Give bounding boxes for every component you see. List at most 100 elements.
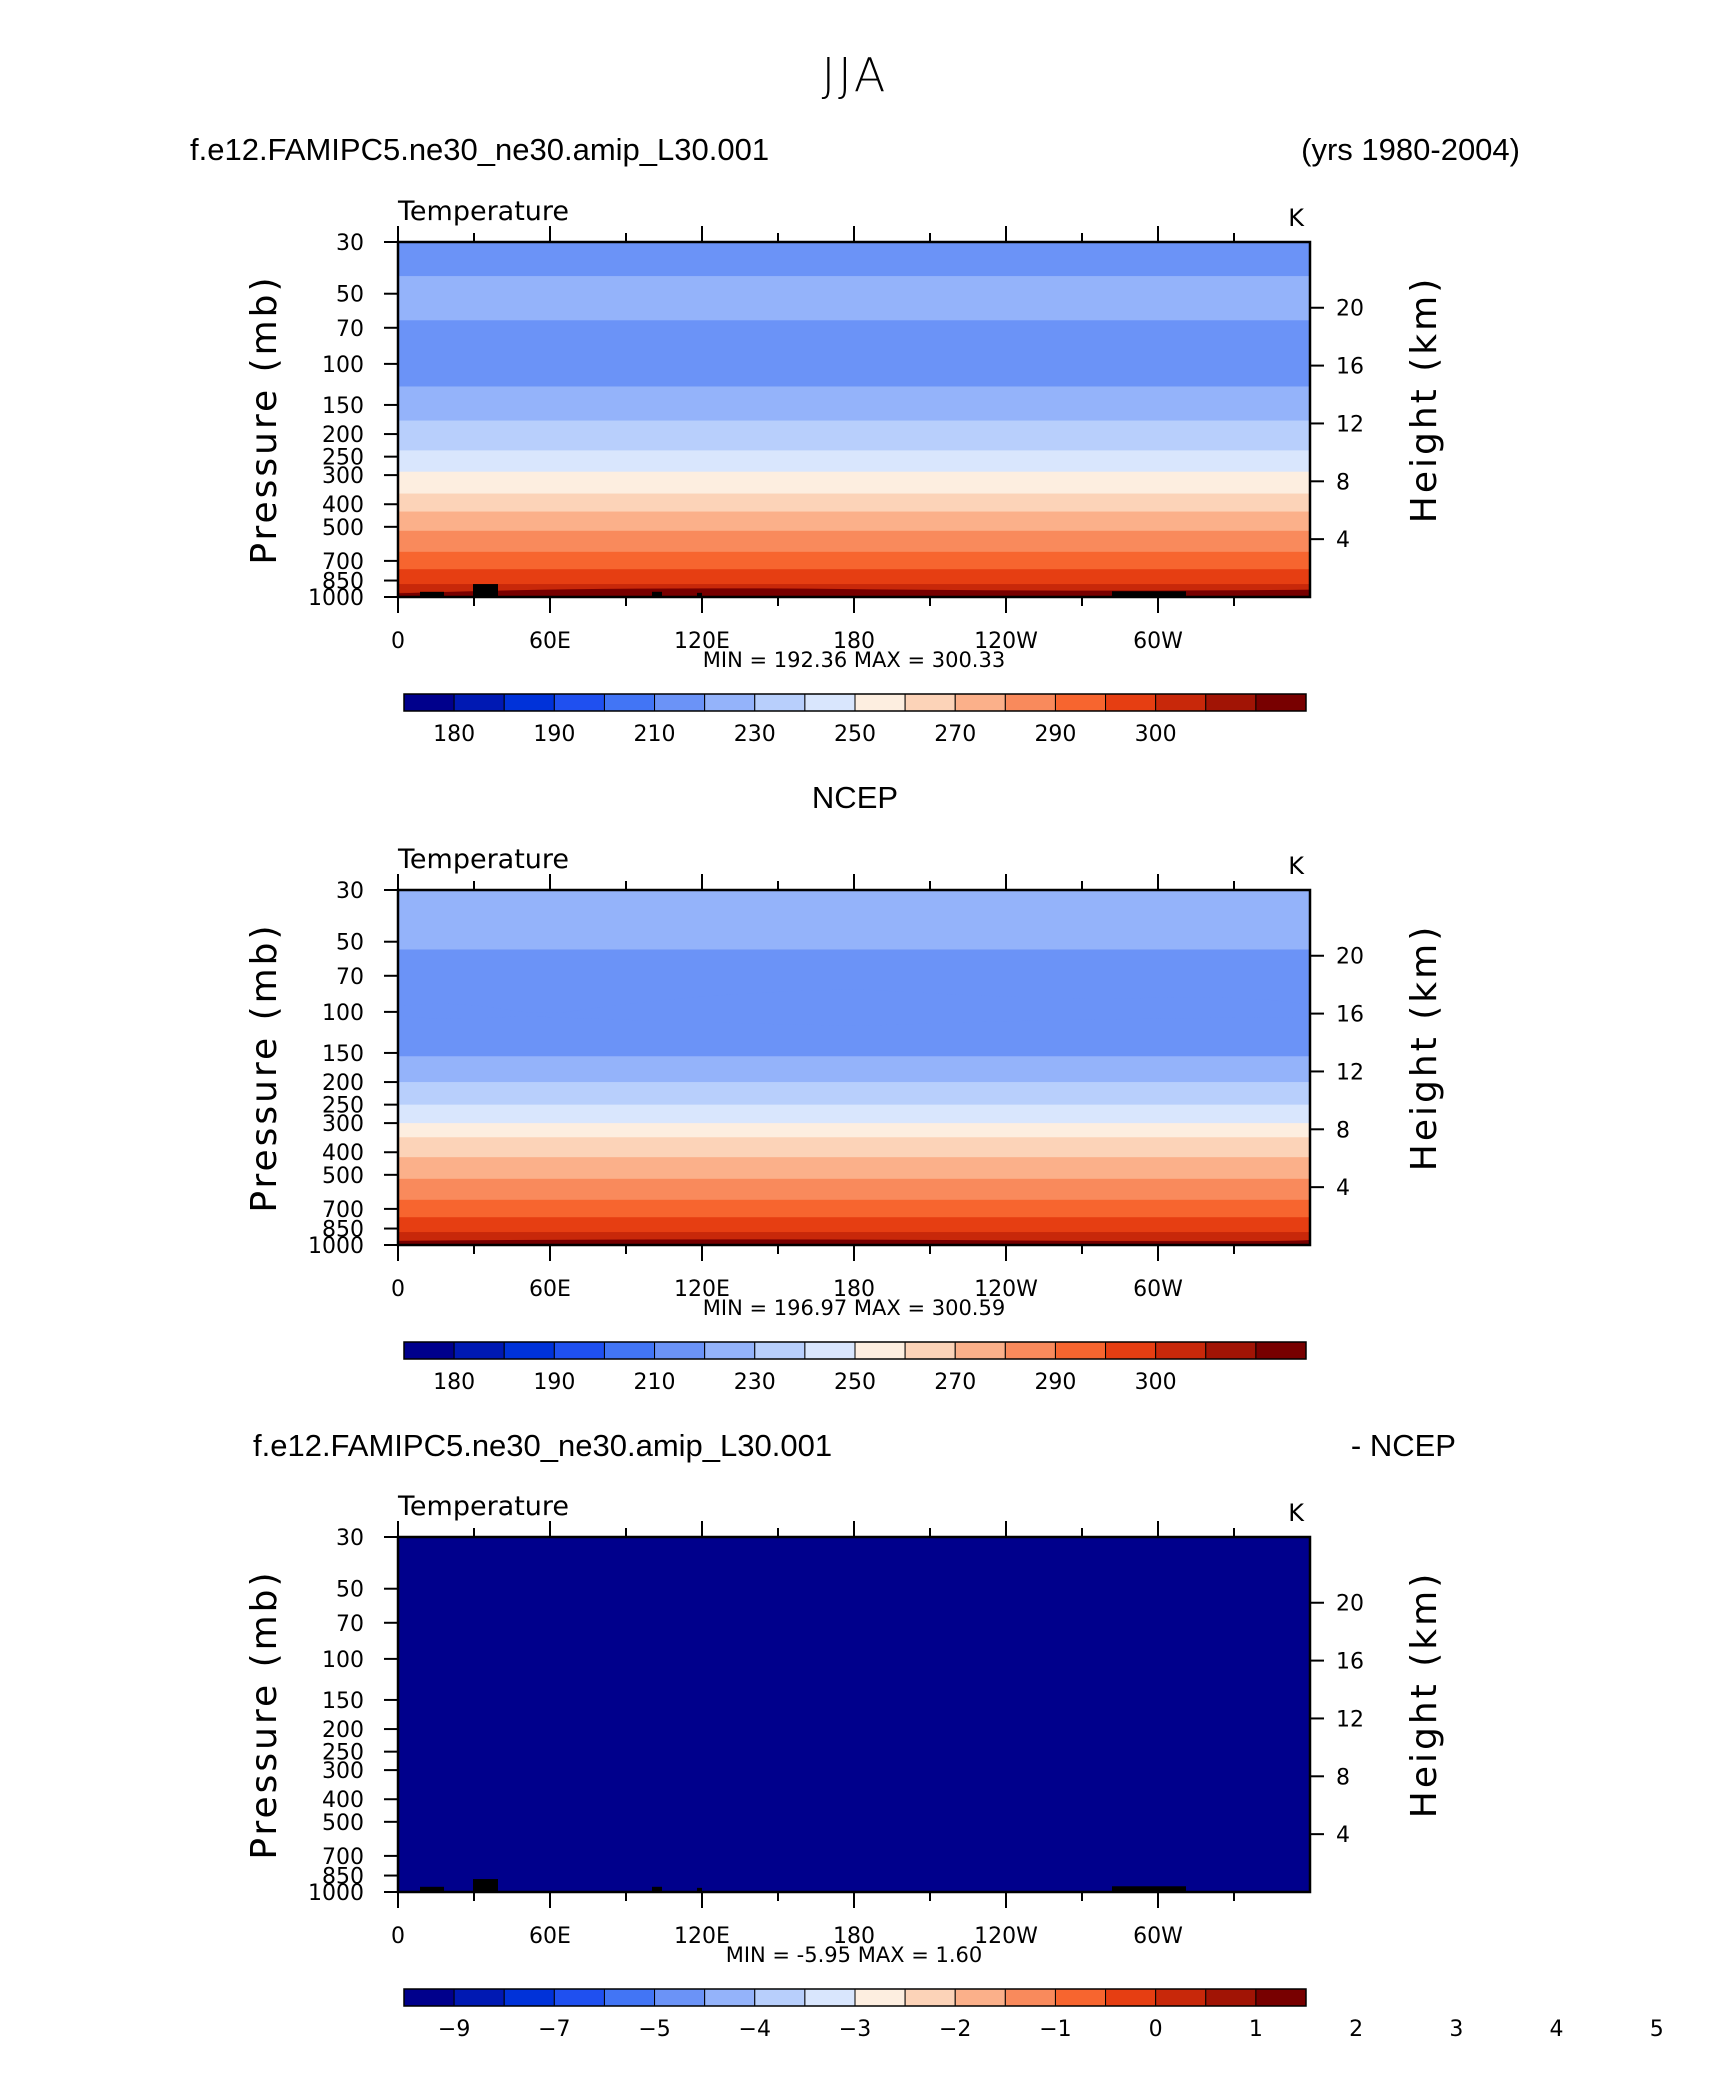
units-label: K (1288, 204, 1305, 232)
y-tick-label: 250 (322, 1094, 364, 1119)
y-tick-label: 400 (322, 493, 364, 518)
colorbar-swatch (654, 1988, 706, 2007)
contour-field (398, 1537, 1310, 1892)
panel-3: 0 60E 120E 180 120W 60W3050701001502002503004… (244, 1491, 1664, 2042)
units-label: K (1288, 1499, 1305, 1527)
y-tick-label: 150 (322, 1689, 364, 1714)
contour-band (398, 1537, 1310, 1605)
contour-band (398, 1157, 1310, 1180)
y-tick-label: 850 (322, 570, 364, 595)
colorbar-swatch (1105, 1988, 1157, 2007)
contour-band (398, 530, 1310, 553)
colorbar-frame (403, 693, 1307, 712)
contour-band (398, 1217, 1310, 1233)
colorbar-label: 190 (533, 722, 575, 747)
x-tick-label: 60W (1133, 629, 1183, 654)
colorbar-label: 270 (934, 1370, 976, 1395)
colorbar-swatch (603, 1341, 656, 1360)
x-tick-label: 120W (974, 629, 1038, 654)
y-tick-label: 150 (322, 1042, 364, 1067)
topography-mask (473, 584, 498, 597)
x-tick-label: 120E (674, 1924, 730, 1949)
x-tick-label: 120W (974, 1924, 1038, 1949)
colorbar-swatch (1004, 693, 1056, 712)
colorbar-swatch (603, 1988, 656, 2007)
y-tick-label: 150 (322, 394, 364, 419)
y-tick-label-right: 16 (1336, 355, 1364, 380)
colorbar-label: 1 (1249, 2017, 1263, 2042)
colorbar-swatch (1004, 1341, 1056, 1360)
contour-region (575, 1650, 630, 1667)
y-tick-label: 1000 (308, 1234, 364, 1259)
x-tick-label: 0 (391, 1924, 405, 1949)
contour-band (398, 1178, 1310, 1201)
colorbar-swatch (403, 693, 455, 712)
panel-title: Temperature (397, 844, 569, 875)
y-tick-label: 30 (336, 879, 364, 904)
topography-mask (1112, 591, 1186, 597)
y-tick-label: 400 (322, 1788, 364, 1813)
y-tick-label: 500 (322, 1811, 364, 1836)
colorbar-swatch (954, 1988, 1006, 2007)
colorbar-swatch (754, 693, 806, 712)
contour-region (398, 1615, 1310, 1710)
y-tick-label: 250 (322, 1741, 364, 1766)
contour-band (398, 1137, 1310, 1158)
contour-band (398, 1104, 1310, 1124)
topography-mask (697, 1887, 702, 1892)
contour-band (398, 386, 1310, 422)
y-tick-label-right: 4 (1336, 1176, 1350, 1201)
colorbar-swatch (503, 693, 555, 712)
units-label: K (1288, 852, 1305, 880)
topography-mask (473, 1879, 498, 1892)
colorbar-swatch (754, 1341, 806, 1360)
contour-field (398, 890, 1310, 1245)
y-tick-label-right: 20 (1336, 1592, 1364, 1617)
colorbar-swatch (804, 1341, 856, 1360)
colorbar-label: 3 (1449, 2017, 1463, 2042)
contour-region (890, 1873, 1200, 1882)
colorbar-swatch (954, 693, 1006, 712)
y-tick-label: 300 (322, 1112, 364, 1137)
contour-region (398, 1758, 1310, 1892)
colorbar-swatch (503, 1988, 555, 2007)
colorbar-label: 210 (634, 722, 676, 747)
contour-band (398, 493, 1310, 513)
colorbar-swatch (1255, 1341, 1307, 1360)
y-axis-title: Pressure (mb) (244, 922, 285, 1212)
colorbar-swatch (704, 1988, 756, 2007)
colorbar-swatch (654, 1341, 706, 1360)
colorbar-swatch (1255, 1988, 1307, 2007)
colorbar-frame (403, 1988, 1307, 2007)
colorbar-label: 230 (734, 1370, 776, 1395)
colorbar-swatch (904, 1341, 956, 1360)
panel3-header-left: f.e12.FAMIPC5.ne30_ne30.amip_L30.001 (253, 1428, 833, 1463)
colorbar-swatch (453, 1341, 505, 1360)
y-tick-label: 250 (322, 446, 364, 471)
panel-title: Temperature (397, 196, 569, 227)
y-tick-label: 30 (336, 231, 364, 256)
topography-mask (420, 1886, 444, 1892)
topography-mask (420, 591, 444, 597)
y-tick-label: 100 (322, 1648, 364, 1673)
colorbar-label: 250 (834, 1370, 876, 1395)
y-tick-label: 700 (322, 550, 364, 575)
topography-mask (697, 592, 702, 597)
y-tick-label: 70 (336, 1612, 364, 1637)
contour-band (398, 450, 1310, 473)
y-tick-label: 400 (322, 1141, 364, 1166)
y-tick-label-right: 16 (1336, 1650, 1364, 1675)
contour-region (398, 588, 1310, 597)
x-tick-label: 60W (1133, 1924, 1183, 1949)
y-tick-label-right: 8 (1336, 1765, 1350, 1790)
colorbar-label: 270 (934, 722, 976, 747)
y-tick-label-right: 8 (1336, 470, 1350, 495)
colorbar-label: 2 (1349, 2017, 1363, 2042)
y-tick-label: 500 (322, 1164, 364, 1189)
panel1-header-left: f.e12.FAMIPC5.ne30_ne30.amip_L30.001 (190, 132, 770, 167)
colorbar-label: −9 (438, 2017, 470, 2042)
x-tick-label: 0 (391, 629, 405, 654)
y-tick-label: 100 (322, 1001, 364, 1026)
y-axis-title-right: Height (km) (1404, 924, 1445, 1171)
